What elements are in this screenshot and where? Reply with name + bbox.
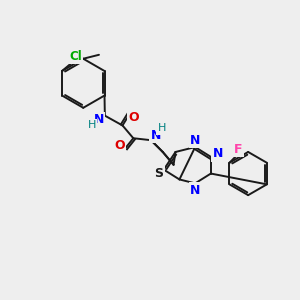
Text: Cl: Cl: [69, 50, 82, 63]
Text: H: H: [88, 121, 96, 130]
Text: N: N: [212, 147, 223, 161]
Text: N: N: [151, 129, 161, 142]
Text: N: N: [190, 134, 200, 147]
Text: O: O: [114, 139, 125, 152]
Text: N: N: [94, 113, 104, 126]
Text: O: O: [128, 111, 139, 124]
Text: N: N: [190, 184, 200, 197]
Text: F: F: [234, 142, 242, 155]
Text: H: H: [158, 123, 166, 134]
Text: S: S: [154, 167, 163, 180]
